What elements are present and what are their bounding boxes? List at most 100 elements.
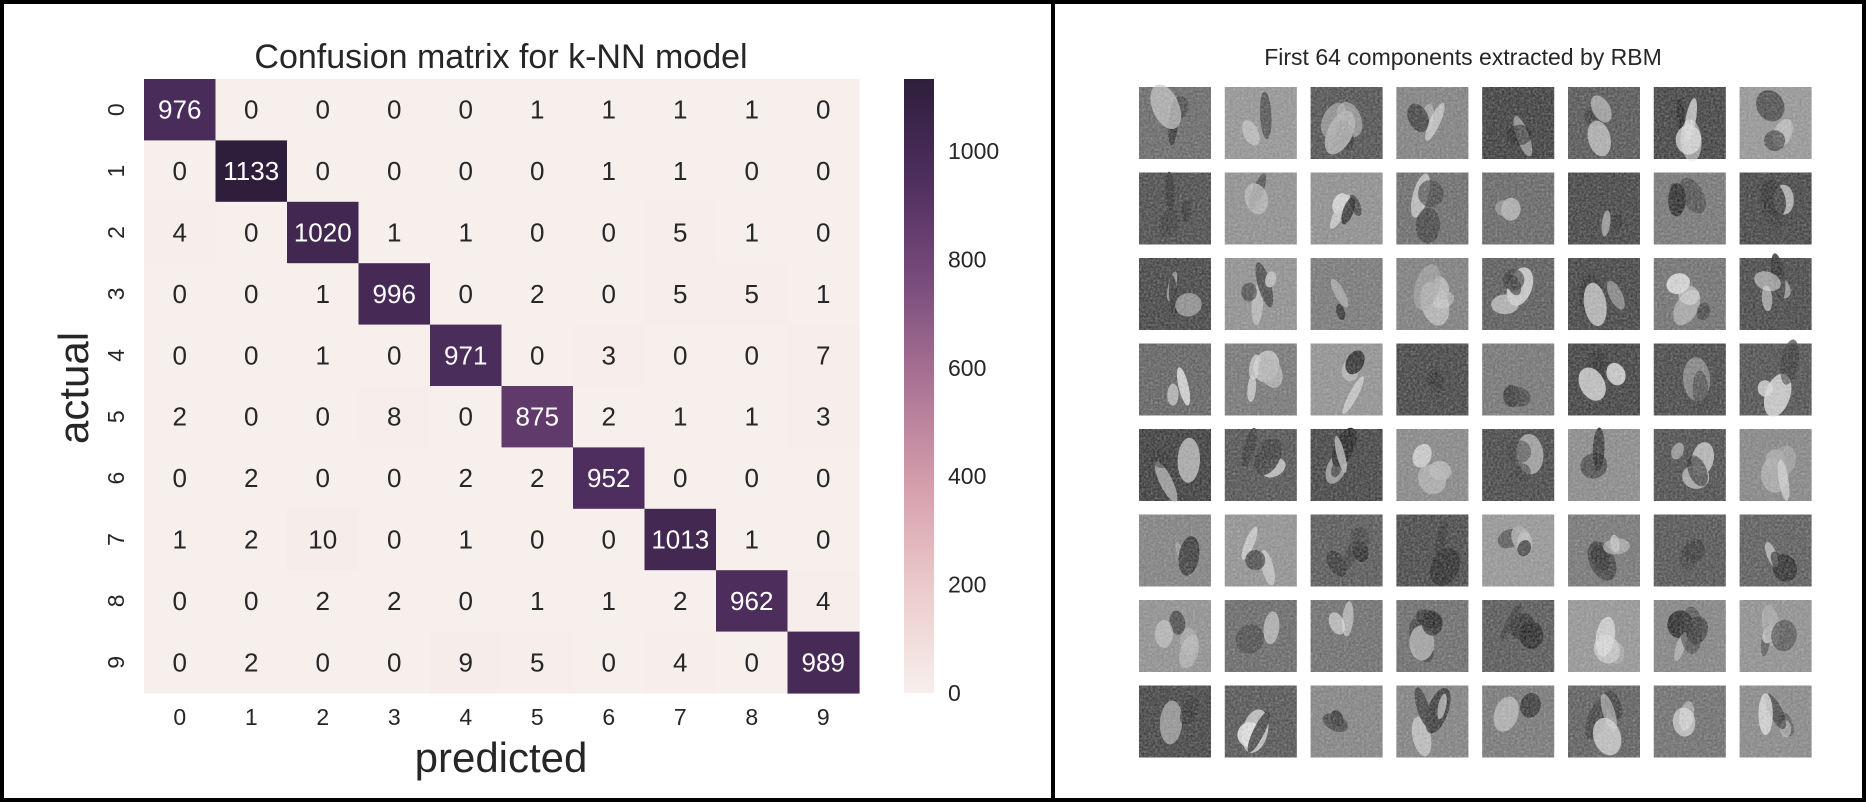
heatmap-cell bbox=[215, 570, 288, 633]
heatmap-cell bbox=[501, 447, 574, 510]
rbm-component-image bbox=[1224, 343, 1297, 416]
rbm-component-image bbox=[1139, 343, 1211, 416]
heatmap-cell bbox=[716, 447, 789, 510]
heatmap-cell-label: 0 bbox=[316, 647, 330, 677]
rbm-component-image bbox=[1396, 514, 1469, 587]
heatmap-y-ticks: 0 1 2 3 4 5 6 7 8 9 bbox=[103, 103, 129, 668]
y-tick-label: 0 bbox=[103, 103, 129, 116]
heatmap-cell-label: 1 bbox=[173, 525, 187, 555]
rbm-component-image bbox=[1482, 600, 1555, 672]
heatmap-cell-label: 1133 bbox=[223, 156, 279, 186]
heatmap-cell-label: 0 bbox=[673, 340, 687, 370]
heatmap-cell bbox=[573, 324, 646, 387]
heatmap-cell bbox=[144, 201, 217, 264]
heatmap-cell bbox=[215, 447, 288, 510]
heatmap-cell-label: 1 bbox=[673, 156, 687, 186]
heatmap-cell bbox=[215, 140, 288, 203]
heatmap-cell-label: 1 bbox=[602, 156, 616, 186]
rbm-component-image bbox=[1224, 427, 1297, 501]
rbm-component-image bbox=[1224, 87, 1297, 159]
heatmap-cell bbox=[716, 631, 789, 694]
heatmap-cell-label: 5 bbox=[673, 218, 687, 248]
rbm-component-image bbox=[1482, 87, 1555, 159]
rbm-component-image bbox=[1310, 87, 1383, 159]
heatmap-cell bbox=[787, 447, 860, 510]
heatmap-cell bbox=[430, 263, 503, 326]
heatmap-cell bbox=[573, 386, 646, 448]
heatmap-cell-label: 1 bbox=[530, 95, 544, 125]
x-tick-label: 2 bbox=[316, 704, 329, 730]
rbm-component-image bbox=[1653, 343, 1726, 416]
rbm-component-image bbox=[1224, 514, 1297, 587]
heatmap-cell-label: 7 bbox=[816, 340, 830, 370]
heatmap-cell-label: 2 bbox=[530, 279, 544, 309]
rbm-component-image bbox=[1653, 172, 1726, 245]
heatmap-cell bbox=[716, 324, 789, 387]
heatmap-cell-label: 2 bbox=[173, 402, 187, 432]
rbm-component-image bbox=[1739, 514, 1812, 587]
rbm-component-image bbox=[1739, 87, 1812, 159]
heatmap-cell bbox=[501, 386, 574, 448]
rbm-component-image bbox=[1224, 172, 1297, 245]
heatmap-cell bbox=[430, 386, 503, 448]
heatmap-cell bbox=[787, 140, 860, 203]
rbm-component-image bbox=[1482, 429, 1555, 501]
rbm-component-grid bbox=[1139, 84, 1812, 758]
rbm-component-image bbox=[1568, 427, 1640, 501]
heatmap-cell bbox=[430, 508, 503, 571]
heatmap-cell bbox=[287, 386, 360, 448]
rbm-component-image bbox=[1568, 514, 1640, 587]
rbm-component-image bbox=[1653, 685, 1726, 758]
rbm-component-image bbox=[1139, 429, 1211, 503]
heatmap-cell bbox=[573, 631, 646, 694]
heatmap-cell-label: 2 bbox=[602, 402, 616, 432]
heatmap-cell bbox=[144, 324, 217, 387]
heatmap-cell bbox=[358, 508, 431, 571]
heatmap-title: Confusion matrix for k-NN model bbox=[254, 38, 747, 76]
heatmap-cell bbox=[644, 570, 717, 633]
heatmap-cell bbox=[644, 386, 717, 448]
heatmap-cell-label: 0 bbox=[244, 402, 258, 432]
panel-divider bbox=[1051, 0, 1055, 802]
heatmap-cell-label: 0 bbox=[316, 402, 330, 432]
heatmap-cell bbox=[716, 140, 789, 203]
heatmap-cell bbox=[358, 386, 431, 448]
x-tick-label: 5 bbox=[531, 704, 544, 730]
rbm-component-image bbox=[1396, 87, 1469, 159]
rbm-component-image bbox=[1139, 171, 1211, 245]
rbm-component-image bbox=[1739, 429, 1812, 501]
rbm-component-image bbox=[1653, 258, 1726, 330]
heatmap-cell-label: 10 bbox=[308, 525, 337, 555]
heatmap-cell bbox=[787, 201, 860, 264]
heatmap-cell bbox=[144, 508, 217, 571]
heatmap-cell bbox=[716, 508, 789, 571]
rbm-component-image bbox=[1568, 685, 1640, 758]
heatmap-cell bbox=[716, 263, 789, 326]
heatmap-cell bbox=[573, 447, 646, 510]
heatmap-cell bbox=[573, 263, 646, 326]
y-tick-label: 7 bbox=[103, 533, 129, 546]
rbm-component-image bbox=[1396, 258, 1469, 330]
y-tick-label: 8 bbox=[103, 595, 129, 608]
heatmap-cell bbox=[144, 447, 217, 510]
heatmap-cell-label: 0 bbox=[816, 463, 830, 493]
y-tick-label: 5 bbox=[103, 410, 129, 423]
heatmap-cell-label: 2 bbox=[387, 586, 401, 616]
rbm-component-image bbox=[1739, 172, 1812, 245]
y-tick-label: 6 bbox=[103, 472, 129, 485]
heatmap-cell-label: 8 bbox=[387, 402, 401, 432]
heatmap-cell bbox=[358, 79, 431, 141]
heatmap-cell-label: 962 bbox=[730, 586, 773, 616]
heatmap-cell bbox=[501, 570, 574, 633]
heatmap-cell bbox=[573, 570, 646, 633]
rbm-component-image bbox=[1310, 427, 1383, 501]
heatmap-cell-label: 2 bbox=[459, 463, 473, 493]
heatmap-cell-label: 1 bbox=[745, 402, 759, 432]
heatmap-cell bbox=[573, 508, 646, 571]
heatmap-cell bbox=[644, 140, 717, 203]
heatmap-cell-label: 1 bbox=[316, 279, 330, 309]
rbm-component-image bbox=[1396, 343, 1469, 416]
heatmap-cell-label: 996 bbox=[373, 279, 416, 309]
x-tick-label: 3 bbox=[388, 704, 401, 730]
